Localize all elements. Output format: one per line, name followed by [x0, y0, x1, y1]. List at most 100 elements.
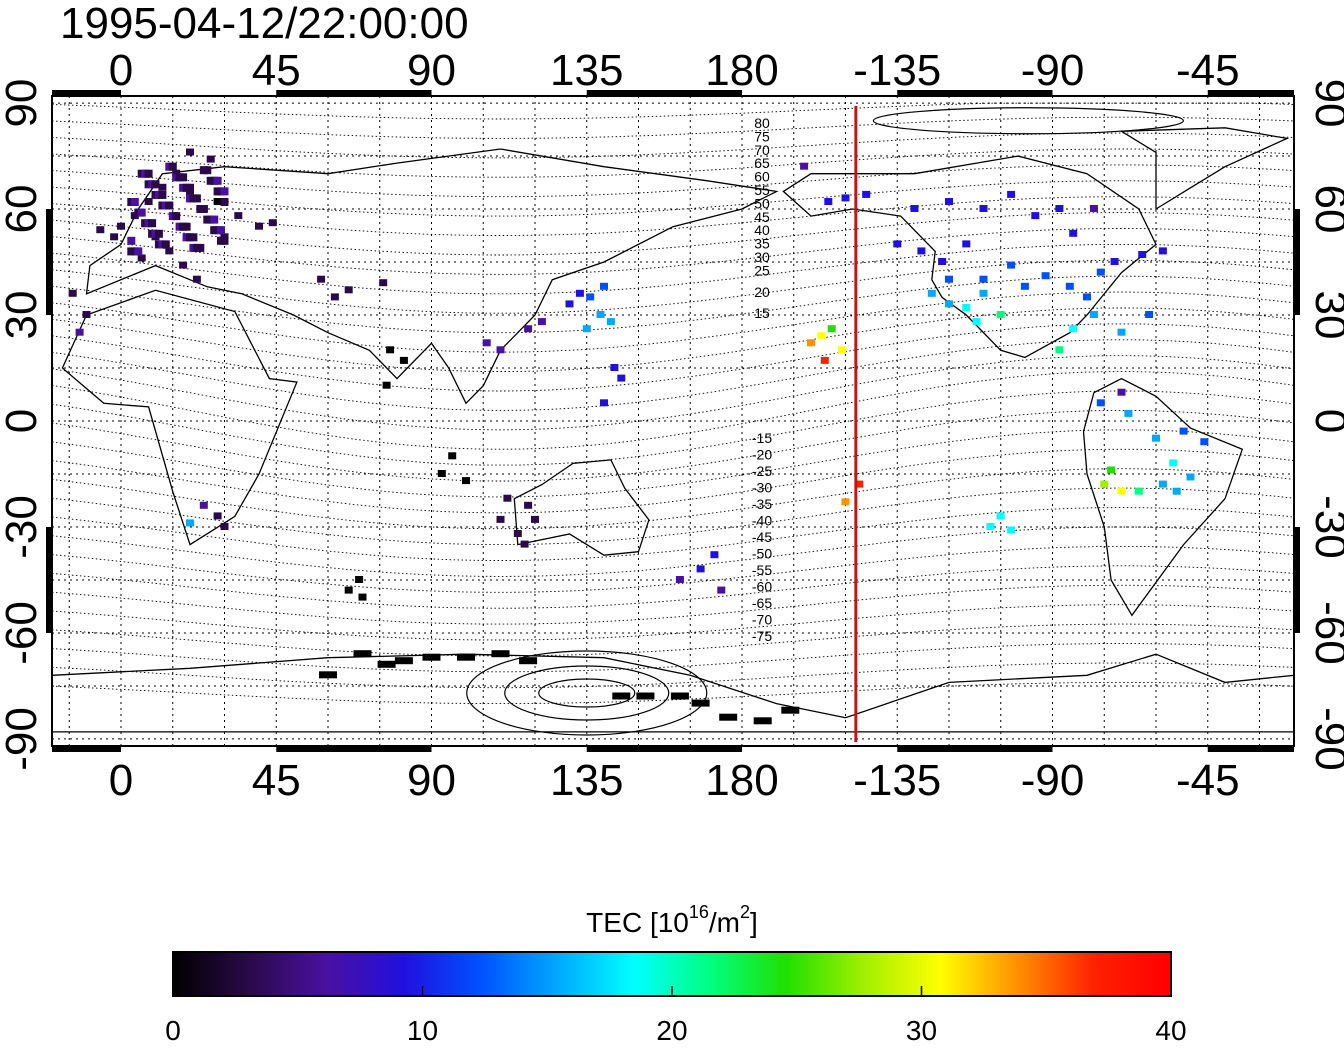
- tec-point: [600, 399, 608, 407]
- magnetic-latitude-line: [51, 565, 1295, 609]
- tec-point: [1065, 282, 1074, 290]
- magnetic-latitude-line: [51, 259, 1295, 314]
- lat-lon-grid: [52, 96, 1294, 746]
- bottom-lon-tick-label: 135: [550, 756, 623, 805]
- magnetic-latitude-line: [51, 307, 1295, 372]
- top-lon-tick-label: 90: [407, 46, 456, 95]
- tec-point: [168, 162, 177, 171]
- tec-point: [1069, 325, 1078, 333]
- tec-point: [996, 512, 1005, 520]
- tec-point: [1117, 487, 1126, 495]
- tec-point: [344, 586, 353, 594]
- tec-point: [753, 717, 772, 725]
- tec-point: [670, 692, 689, 700]
- tec-point: [158, 183, 167, 191]
- left-lat-tick-label: 30: [0, 291, 46, 340]
- tec-point: [1169, 459, 1178, 467]
- top-axis-bar: [276, 90, 432, 97]
- tec-point: [319, 671, 337, 679]
- coastline: [782, 155, 1157, 359]
- magnetic-lat-label: -45: [752, 529, 772, 545]
- bottom-axis-bar: [897, 745, 1053, 752]
- top-lon-tick-label: 180: [705, 46, 778, 95]
- magnetic-latitude-line: [51, 604, 1295, 641]
- tec-point: [1007, 190, 1016, 198]
- left-lat-tick-label: 60: [0, 185, 46, 234]
- top-lon-tick-label: 0: [109, 46, 133, 95]
- colorbar-tick-label: 20: [656, 1015, 687, 1046]
- top-lon-tick-label: -135: [853, 46, 941, 95]
- tec-point: [462, 477, 470, 485]
- left-lat-tick-label: -90: [0, 707, 46, 771]
- magnetic-lat-label: 55: [754, 182, 770, 198]
- tec-point: [330, 293, 339, 301]
- tec-data-points: [68, 148, 1209, 725]
- magnetic-latitude-line: [51, 164, 1295, 198]
- tec-point: [817, 332, 826, 340]
- magnetic-latitude-line: [51, 448, 1295, 514]
- magnetic-latitude-line: [51, 409, 1295, 482]
- magnetic-latitude-line: [51, 545, 1295, 593]
- magnetic-latitude-lines: [51, 102, 1295, 736]
- tec-point: [186, 148, 194, 156]
- tec-point: [1020, 282, 1029, 290]
- magnetic-lat-label: -75: [752, 628, 772, 644]
- tec-point: [186, 183, 194, 192]
- tec-point: [717, 586, 726, 594]
- magnetic-latitude-line: [51, 429, 1295, 498]
- tec-point: [996, 311, 1005, 318]
- tec-point: [344, 286, 353, 294]
- magnetic-latitude-line: [51, 148, 1295, 178]
- coastline: [51, 653, 1295, 733]
- right-lat-tick-label: -60: [1306, 601, 1344, 665]
- tec-point: [1110, 258, 1119, 265]
- tec-point: [986, 523, 995, 530]
- tec-point: [696, 565, 705, 573]
- tec-point: [165, 247, 174, 255]
- right-lat-tick-label: -90: [1306, 707, 1344, 771]
- left-lat-tick-label: 90: [0, 79, 46, 128]
- magnetic-latitude-line: [51, 275, 1295, 334]
- tec-point: [1055, 346, 1064, 354]
- tec-point: [1179, 427, 1188, 435]
- coastlines: [51, 127, 1295, 733]
- tec-point: [199, 501, 208, 509]
- tec-point: [575, 289, 584, 297]
- tec-point: [165, 201, 174, 210]
- colorbar-tick-label: 30: [906, 1015, 937, 1046]
- magnetic-latitude-line: [51, 681, 1295, 705]
- right-lat-tick-label: 60: [1306, 185, 1344, 234]
- tec-point: [938, 258, 947, 265]
- tec-point: [531, 515, 539, 523]
- magnetic-lat-label: 70: [754, 142, 770, 158]
- timestamp-title: 1995-04-12/22:00:00: [60, 0, 469, 48]
- tec-point: [1172, 487, 1181, 495]
- tec-point: [600, 282, 608, 290]
- tec-point: [537, 318, 546, 326]
- tec-point: [82, 311, 91, 318]
- tec-point: [1089, 205, 1098, 212]
- magnetic-latitude-line: [51, 116, 1295, 139]
- tec-point: [824, 198, 833, 205]
- right-axis-bar: [1293, 209, 1300, 316]
- magnetic-lat-label: 20: [754, 284, 770, 300]
- magnetic-lat-label: 35: [754, 236, 770, 252]
- tec-point: [1145, 311, 1154, 318]
- tec-point: [524, 501, 533, 509]
- top-lon-tick-label: 45: [252, 46, 301, 95]
- tec-point: [781, 706, 800, 714]
- tec-point: [610, 364, 619, 371]
- top-lon-tick-label: -90: [1021, 46, 1085, 95]
- right-lat-tick-label: 30: [1306, 291, 1344, 340]
- tec-point: [1107, 466, 1116, 474]
- tec-point: [189, 233, 198, 242]
- coastline: [85, 148, 779, 405]
- magnetic-lat-label: -25: [752, 463, 772, 479]
- tec-point: [945, 300, 953, 308]
- magnetic-lat-label: -30: [752, 480, 772, 496]
- tec-point: [217, 226, 225, 235]
- tec-point: [1138, 251, 1147, 258]
- right-lat-tick-label: 0: [1306, 409, 1344, 433]
- tec-point: [110, 233, 119, 241]
- top-axis-bar: [897, 90, 1053, 97]
